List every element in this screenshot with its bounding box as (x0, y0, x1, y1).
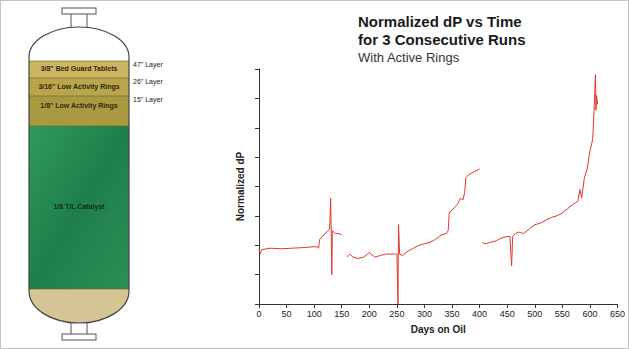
svg-text:200: 200 (362, 309, 377, 319)
svg-text:1/8 T/L Catalyst: 1/8 T/L Catalyst (53, 203, 105, 211)
svg-text:for 3 Consecutive Runs: for 3 Consecutive Runs (358, 31, 526, 48)
svg-text:With Active Rings: With Active Rings (358, 50, 460, 65)
svg-text:47" Layer: 47" Layer (133, 61, 163, 69)
svg-text:550: 550 (555, 309, 570, 319)
svg-text:3/16" Low Activity Rings: 3/16" Low Activity Rings (38, 83, 119, 91)
svg-text:3/8" Bed Guard Tablets: 3/8" Bed Guard Tablets (41, 65, 118, 72)
svg-text:Normalized dP: Normalized dP (235, 151, 246, 221)
svg-text:450: 450 (500, 309, 515, 319)
svg-text:300: 300 (417, 309, 432, 319)
svg-text:150: 150 (334, 309, 349, 319)
svg-text:100: 100 (307, 309, 322, 319)
svg-text:Days on Oil: Days on Oil (411, 324, 466, 335)
svg-text:15" Layer: 15" Layer (133, 96, 163, 104)
svg-text:Normalized dP vs Time: Normalized dP vs Time (358, 13, 522, 30)
svg-text:650: 650 (610, 309, 625, 319)
svg-text:0: 0 (256, 309, 261, 319)
svg-text:400: 400 (472, 309, 487, 319)
svg-text:350: 350 (445, 309, 460, 319)
svg-text:600: 600 (582, 309, 597, 319)
svg-text:500: 500 (527, 309, 542, 319)
svg-text:26" Layer: 26" Layer (133, 78, 163, 86)
svg-text:250: 250 (389, 309, 404, 319)
svg-text:50: 50 (282, 309, 292, 319)
svg-text:1/8" Low Activity Rings: 1/8" Low Activity Rings (40, 102, 117, 110)
